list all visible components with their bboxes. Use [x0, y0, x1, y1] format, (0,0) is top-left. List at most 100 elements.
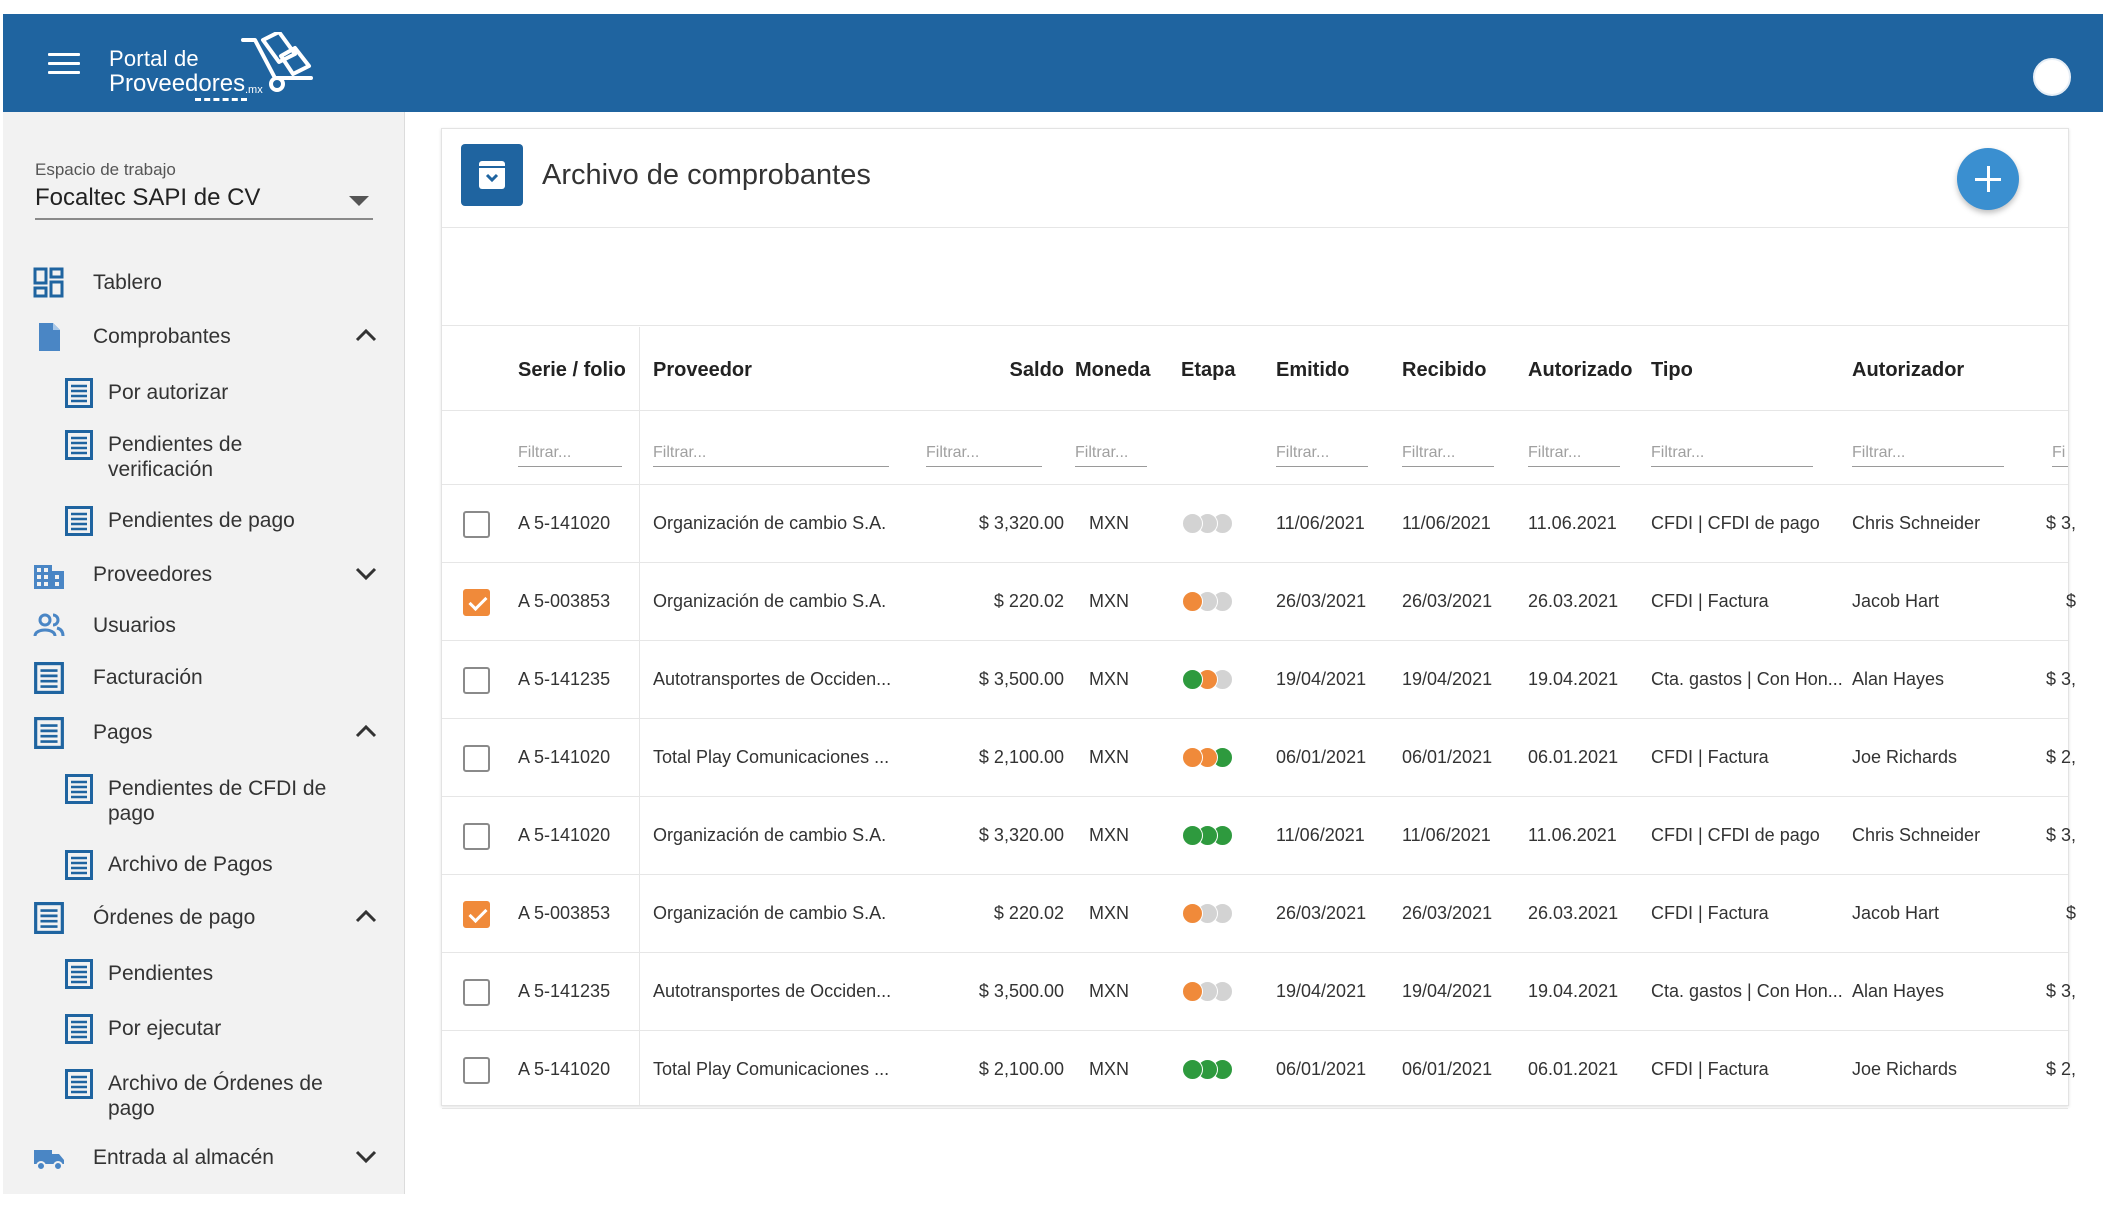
cell-proveedor: Organización de cambio S.A.: [653, 591, 887, 611]
stage-indicator: [1182, 747, 1242, 769]
col-tipo[interactable]: Tipo: [1651, 359, 1693, 381]
cell-autorizado: 26.03.2021: [1528, 591, 1619, 611]
cell-recibido: 11/06/2021: [1402, 513, 1491, 533]
cell-moneda: MXN: [1089, 903, 1129, 923]
col-saldo[interactable]: Saldo: [1009, 359, 1064, 381]
sidebar-item-facturacion[interactable]: Facturación: [3, 654, 405, 702]
cell-saldo: $ 3,500.00: [978, 669, 1064, 689]
cell-moneda: MXN: [1089, 981, 1129, 1001]
cell-autorizado: 06.01.2021: [1528, 1059, 1619, 1079]
stage-dot-orange: [1182, 903, 1203, 924]
stage-indicator: [1182, 513, 1242, 535]
sidebar-label: Por ejecutar: [108, 1017, 222, 1040]
filter-proveedor-input[interactable]: [653, 435, 889, 467]
cell-proveedor: Total Play Comunicaciones ...: [653, 1059, 890, 1079]
cell-emitido: 19/04/2021: [1276, 669, 1367, 689]
cell-autorizador: Alan Hayes: [1852, 669, 1945, 689]
cell-autorizador: Chris Schneider: [1852, 825, 1981, 845]
sidebar-label: Entrada al almacén: [93, 1146, 274, 1169]
card-header: Archivo de comprobantes: [442, 129, 2068, 228]
col-etapa[interactable]: Etapa: [1181, 359, 1236, 381]
filter-serie-input[interactable]: [518, 435, 622, 467]
filter-tipo-input[interactable]: [1651, 435, 1813, 467]
stage-dot-green: [1182, 825, 1203, 846]
filter-extra-input[interactable]: [2052, 435, 2068, 467]
hand-truck-icon: [241, 32, 313, 92]
sidebar-item-comprobantes[interactable]: Comprobantes: [3, 313, 405, 361]
table-row[interactable]: A 5-141235 Autotransportes de Occiden... $…: [442, 953, 2076, 1031]
col-autorizador[interactable]: Autorizador: [1852, 359, 1965, 381]
cell-tipo: CFDI | Factura: [1651, 903, 1769, 923]
cell-saldo: $ 2,100.00: [978, 1059, 1064, 1079]
table-row[interactable]: A 5-003853 Organización de cambio S.A. $ 2…: [442, 563, 2076, 641]
chevron-up-icon: [355, 328, 377, 342]
row-checkbox[interactable]: [463, 667, 490, 694]
table-row[interactable]: A 5-141235 Autotransportes de Occiden... $…: [442, 641, 2076, 719]
col-autorizado[interactable]: Autorizado: [1528, 359, 1633, 381]
sidebar-item-usuarios[interactable]: Usuarios: [3, 602, 405, 650]
stage-dot-green: [1182, 669, 1203, 690]
stage-dot-gray: [1182, 513, 1203, 534]
sidebar-item-entrada-almacen[interactable]: Entrada al almacén: [3, 1134, 405, 1182]
building-icon: [34, 565, 64, 589]
menu-icon[interactable]: [48, 53, 80, 75]
dropdown-caret-icon: [349, 196, 369, 206]
sidebar-item-pagos[interactable]: Pagos: [3, 709, 405, 757]
workspace-select[interactable]: Focaltec SAPI de CV: [35, 184, 373, 220]
cell-autorizado: 19.04.2021: [1528, 669, 1619, 689]
col-emitido[interactable]: Emitido: [1276, 359, 1350, 381]
sidebar-item-ordenes-pago[interactable]: Órdenes de pago: [3, 894, 405, 942]
portal-logo[interactable]: Portal de Proveedores .mx: [109, 32, 329, 102]
col-recibido[interactable]: Recibido: [1402, 359, 1487, 381]
cell-autorizador: Joe Richards: [1852, 1059, 1958, 1079]
table-row[interactable]: A 5-141020 Total Play Comunicaciones ... $…: [442, 719, 2076, 797]
row-checkbox[interactable]: [463, 589, 490, 616]
sidebar-label: Archivo de Pagos: [108, 853, 273, 876]
row-checkbox[interactable]: [463, 823, 490, 850]
table-header: Serie / folio Proveedor Saldo Moneda Eta…: [442, 327, 2068, 411]
cell-emitido: 19/04/2021: [1276, 981, 1367, 1001]
user-avatar[interactable]: [2033, 58, 2071, 96]
filter-autorizado-input[interactable]: [1528, 435, 1620, 467]
cell-extra: $ 3,: [2045, 981, 2076, 1001]
row-checkbox[interactable]: [463, 1057, 490, 1084]
chevron-down-icon: [355, 1150, 377, 1164]
table-row[interactable]: A 5-141020 Organización de cambio S.A. $ 3…: [442, 797, 2076, 875]
chevron-down-icon: [355, 567, 377, 581]
add-button[interactable]: [1957, 148, 2019, 210]
cell-tipo: CFDI | Factura: [1651, 1059, 1769, 1079]
cell-proveedor: Autotransportes de Occiden...: [653, 669, 892, 689]
col-serie-folio[interactable]: Serie / folio: [518, 359, 626, 381]
col-moneda[interactable]: Moneda: [1075, 359, 1151, 381]
cell-tipo: CFDI | CFDI de pago: [1651, 513, 1820, 533]
logo-line2: Proveedores: [109, 70, 246, 97]
column-divider: [639, 327, 640, 1105]
cell-extra: $ 2,: [2045, 747, 2076, 767]
cell-moneda: MXN: [1089, 591, 1129, 611]
chevron-up-icon: [355, 909, 377, 923]
filter-moneda-input[interactable]: [1075, 435, 1147, 467]
sidebar-item-proveedores[interactable]: Proveedores: [3, 551, 405, 599]
col-proveedor[interactable]: Proveedor: [653, 359, 752, 381]
filter-emitido-input[interactable]: [1276, 435, 1368, 467]
document-icon: [39, 323, 60, 351]
stage-indicator: [1182, 591, 1242, 613]
table-row[interactable]: A 5-141020 Organización de cambio S.A. $ 3…: [442, 485, 2076, 563]
row-checkbox[interactable]: [463, 979, 490, 1006]
sidebar-label: Usuarios: [93, 614, 176, 637]
chevron-up-icon: [355, 724, 377, 738]
sidebar-item-tablero[interactable]: Tablero: [3, 259, 405, 307]
row-checkbox[interactable]: [463, 511, 490, 538]
table-row[interactable]: A 5-003853 Organización de cambio S.A. $ 2…: [442, 875, 2076, 953]
list-icon: [34, 662, 64, 694]
filter-saldo-input[interactable]: [926, 435, 1042, 467]
table-row[interactable]: A 5-141020 Total Play Comunicaciones ... $…: [442, 1031, 2076, 1109]
cell-tipo: Cta. gastos | Con Hon...: [1651, 669, 1843, 689]
row-checkbox[interactable]: [463, 745, 490, 772]
list-icon: [65, 378, 93, 408]
cell-proveedor: Organización de cambio S.A.: [653, 903, 887, 923]
cell-serie: A 5-003853: [518, 903, 611, 923]
row-checkbox[interactable]: [463, 901, 490, 928]
filter-recibido-input[interactable]: [1402, 435, 1494, 467]
filter-autorizador-input[interactable]: [1852, 435, 2004, 467]
